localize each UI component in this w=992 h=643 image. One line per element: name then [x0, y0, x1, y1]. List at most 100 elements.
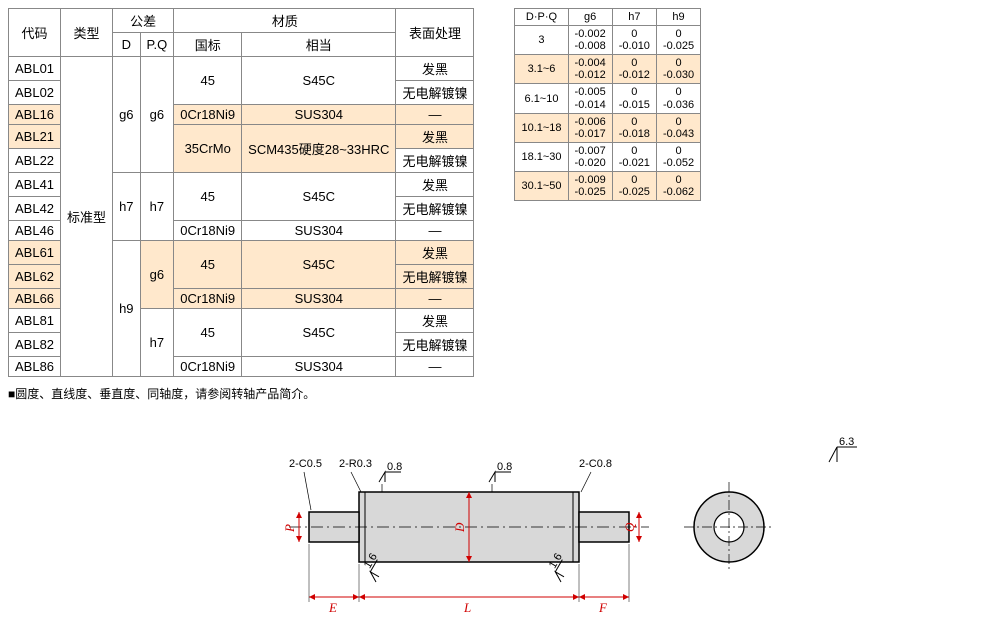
cell-type: 标准型: [61, 57, 113, 377]
col-type: 类型: [61, 9, 113, 57]
cell-tol-d: h9: [113, 241, 140, 377]
col-dpq: D·P·Q: [515, 9, 568, 26]
cell-tol-pq: h7: [140, 173, 174, 241]
col-g6: g6: [568, 9, 612, 26]
ra-symbol: 0.8: [489, 461, 512, 492]
cell-h9: 0-0.025: [656, 26, 700, 55]
cell-g6: -0.005-0.014: [568, 84, 612, 113]
cell-code: ABL02: [9, 81, 61, 105]
cell-code: ABL22: [9, 149, 61, 173]
col-mat-gb: 国标: [174, 33, 242, 57]
cell-mat-eq: S45C: [242, 173, 396, 221]
col-tol-d: D: [113, 33, 140, 57]
cell-h9: 0-0.036: [656, 84, 700, 113]
col-tol-pq: P.Q: [140, 33, 174, 57]
ra-symbol-general: 6.3: [829, 436, 857, 462]
cell-mat-gb: 0Cr18Ni9: [174, 357, 242, 377]
svg-text:0.8: 0.8: [387, 461, 402, 473]
ra-symbol: 0.8: [379, 461, 402, 492]
cell-surf: 发黑: [396, 57, 474, 81]
cell-mat-eq: SUS304: [242, 357, 396, 377]
cell-h7: 0-0.015: [612, 84, 656, 113]
cell-code: ABL46: [9, 221, 61, 241]
cell-code: ABL16: [9, 105, 61, 125]
cell-mat-gb: 45: [174, 241, 242, 289]
cell-tol-pq: g6: [140, 57, 174, 173]
cell-code: ABL66: [9, 289, 61, 309]
cell-surf: —: [396, 289, 474, 309]
shaft-diagram-svg: P D Q E L F 2-C0.5 2-R0.3 2-C0.8: [129, 432, 879, 632]
cell-surf: 无电解镀镍: [396, 265, 474, 289]
cell-mat-eq: SUS304: [242, 289, 396, 309]
dim-e: E: [328, 600, 337, 615]
cell-g6: -0.004-0.012: [568, 55, 612, 84]
cell-code: ABL86: [9, 357, 61, 377]
cell-surf: —: [396, 221, 474, 241]
cell-tol-d: g6: [113, 57, 140, 173]
cell-range: 30.1~50: [515, 172, 568, 201]
svg-text:0.8: 0.8: [497, 461, 512, 473]
tol-row: 3.1~6-0.004-0.0120-0.0120-0.030: [515, 55, 701, 84]
cell-surf: 发黑: [396, 241, 474, 265]
cell-surf: —: [396, 105, 474, 125]
cell-code: ABL42: [9, 197, 61, 221]
tolerance-table: D·P·Q g6 h7 h9 3-0.002-0.0080-0.0100-0.0…: [514, 8, 701, 201]
cell-surf: 发黑: [396, 173, 474, 197]
cell-range: 18.1~30: [515, 142, 568, 171]
cell-h7: 0-0.021: [612, 142, 656, 171]
tol-row: 6.1~10-0.005-0.0140-0.0150-0.036: [515, 84, 701, 113]
col-surface: 表面处理: [396, 9, 474, 57]
callout-c08: 2-C0.8: [579, 458, 612, 470]
cell-g6: -0.006-0.017: [568, 113, 612, 142]
cell-surf: 无电解镀镍: [396, 333, 474, 357]
cell-mat-eq: S45C: [242, 241, 396, 289]
cell-code: ABL61: [9, 241, 61, 265]
col-mat-eq: 相当: [242, 33, 396, 57]
cell-h7: 0-0.025: [612, 172, 656, 201]
cell-code: ABL81: [9, 309, 61, 333]
cell-surf: 无电解镀镍: [396, 197, 474, 221]
cell-tol-pq: h7: [140, 309, 174, 377]
cell-mat-eq: S45C: [242, 309, 396, 357]
cell-surf: 发黑: [396, 309, 474, 333]
cell-surf: 无电解镀镍: [396, 81, 474, 105]
cell-code: ABL41: [9, 173, 61, 197]
tol-row: 18.1~30-0.007-0.0200-0.0210-0.052: [515, 142, 701, 171]
cell-code: ABL62: [9, 265, 61, 289]
cell-g6: -0.007-0.020: [568, 142, 612, 171]
tol-row: 3-0.002-0.0080-0.0100-0.025: [515, 26, 701, 55]
cell-mat-gb: 45: [174, 173, 242, 221]
svg-text:6.3: 6.3: [839, 436, 854, 448]
cell-code: ABL21: [9, 125, 61, 149]
tol-row: 10.1~18-0.006-0.0170-0.0180-0.043: [515, 113, 701, 142]
cell-mat-gb: 0Cr18Ni9: [174, 289, 242, 309]
dim-p: P: [282, 524, 297, 533]
cell-range: 3: [515, 26, 568, 55]
cell-surf: 无电解镀镍: [396, 149, 474, 173]
cell-h9: 0-0.052: [656, 142, 700, 171]
cell-range: 6.1~10: [515, 84, 568, 113]
callout-c05: 2-C0.5: [289, 458, 322, 470]
cell-mat-eq: SUS304: [242, 105, 396, 125]
col-tolerance: 公差: [113, 9, 174, 33]
cell-h7: 0-0.010: [612, 26, 656, 55]
cell-g6: -0.002-0.008: [568, 26, 612, 55]
cell-code: ABL01: [9, 57, 61, 81]
col-material: 材质: [174, 9, 396, 33]
callout-r03: 2-R0.3: [339, 458, 372, 470]
col-code: 代码: [9, 9, 61, 57]
cell-tol-d: h7: [113, 173, 140, 241]
cell-mat-gb: 0Cr18Ni9: [174, 221, 242, 241]
cell-surf: 发黑: [396, 125, 474, 149]
cell-h9: 0-0.043: [656, 113, 700, 142]
technical-drawing: P D Q E L F 2-C0.5 2-R0.3 2-C0.8: [8, 432, 992, 635]
cell-tol-pq: g6: [140, 241, 174, 309]
cell-mat-gb: 35CrMo: [174, 125, 242, 173]
cell-h9: 0-0.062: [656, 172, 700, 201]
cell-h9: 0-0.030: [656, 55, 700, 84]
cell-mat-eq: SUS304: [242, 221, 396, 241]
cell-mat-gb: 45: [174, 57, 242, 105]
dim-q: Q: [622, 522, 637, 532]
cell-mat-gb: 45: [174, 309, 242, 357]
dim-f: F: [598, 600, 608, 615]
